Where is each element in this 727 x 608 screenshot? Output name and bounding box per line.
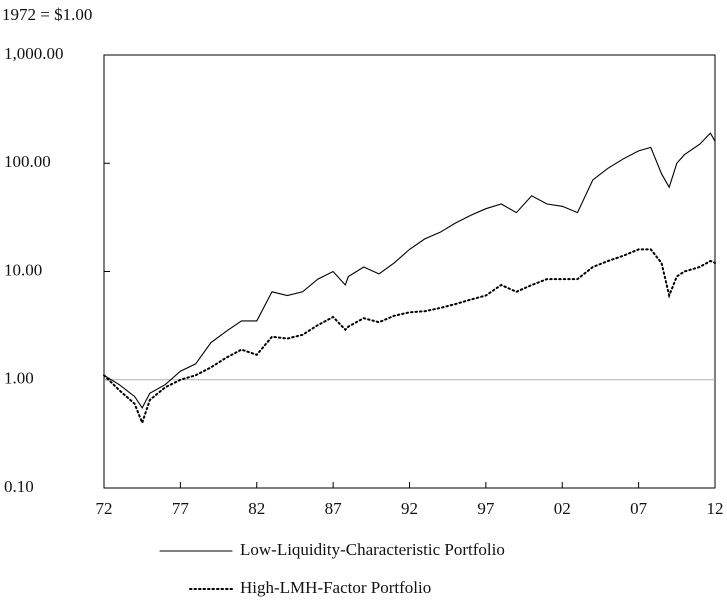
series-line	[103, 132, 716, 409]
x-tick-label: 12	[707, 499, 724, 518]
x-tick-label: 97	[477, 499, 495, 518]
y-tick-label: 10.00	[4, 260, 42, 279]
y-tick-label: 100.00	[4, 152, 51, 171]
x-tick-label: 07	[630, 499, 648, 518]
legend-label: Low-Liquidity-Characteristic Portfolio	[240, 540, 505, 559]
x-tick-label: 77	[172, 499, 190, 518]
y-tick-label: 1,000.00	[4, 44, 64, 63]
plot-frame	[103, 54, 716, 489]
x-tick-label: 02	[554, 499, 571, 518]
y-tick-label: 0.10	[4, 477, 34, 496]
chart-title: 1972 = $1.00	[2, 5, 92, 24]
x-tick-label: 92	[401, 499, 418, 518]
x-tick-label: 72	[96, 499, 113, 518]
series-line	[103, 248, 716, 426]
y-tick-label: 1.00	[4, 369, 34, 388]
x-tick-label: 87	[325, 499, 343, 518]
legend-label: High-LMH-Factor Portfolio	[240, 578, 431, 597]
x-tick-label: 82	[248, 499, 265, 518]
